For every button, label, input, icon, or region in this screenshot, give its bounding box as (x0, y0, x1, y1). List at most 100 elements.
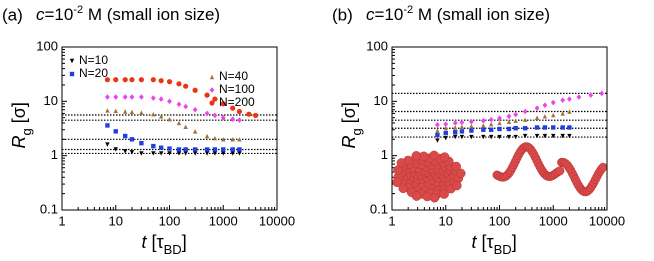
point (183, 124, 188, 129)
point (176, 147, 182, 152)
y-tick-label: 100 (36, 38, 58, 53)
point (497, 134, 502, 140)
point (459, 129, 465, 134)
y-tick-label: 1 (51, 147, 58, 162)
point (158, 78, 164, 84)
point (560, 111, 565, 116)
point (435, 132, 440, 138)
x-axis-label: t [τBD] (142, 232, 187, 257)
point (129, 150, 135, 155)
point (469, 128, 474, 133)
y-label-part: g (19, 128, 34, 135)
ion (452, 180, 462, 191)
ion (392, 177, 402, 187)
ion (555, 166, 565, 176)
point (212, 112, 218, 119)
y-tick-label: 100 (366, 38, 388, 53)
point (588, 92, 594, 98)
x-label-part: t (142, 232, 148, 252)
point (237, 117, 242, 123)
point (237, 147, 242, 152)
point (534, 133, 540, 139)
point (122, 94, 128, 100)
ion (429, 150, 439, 161)
legend-marker (69, 58, 75, 64)
point (167, 146, 172, 151)
point (105, 108, 110, 113)
point (192, 129, 198, 134)
point (204, 92, 210, 98)
point (560, 133, 565, 139)
point (204, 147, 210, 152)
point (469, 123, 474, 129)
point (158, 151, 164, 156)
point (122, 77, 128, 83)
point (212, 151, 218, 156)
point (176, 120, 182, 126)
point (542, 114, 548, 119)
point (158, 96, 164, 102)
point (443, 135, 448, 141)
point (176, 101, 182, 108)
point (230, 137, 235, 142)
point (113, 94, 119, 100)
point (576, 94, 582, 100)
point (192, 151, 198, 156)
ion (429, 192, 440, 203)
y-label-part: R (339, 136, 359, 149)
point (123, 149, 128, 154)
point (453, 134, 458, 140)
point (506, 119, 512, 125)
x-tick-label: 1 (388, 213, 395, 228)
point (481, 123, 486, 128)
point (192, 147, 198, 152)
point (129, 77, 135, 83)
point (105, 94, 110, 100)
point (129, 94, 135, 100)
point (506, 134, 512, 140)
chart-title: c=10-2 M (small ion size) (366, 4, 550, 25)
y-label-part: R (9, 136, 29, 149)
point (151, 143, 156, 149)
point (497, 120, 502, 126)
x-label-part: BD (494, 242, 512, 257)
point (443, 126, 448, 131)
point (443, 121, 449, 127)
point (497, 126, 502, 132)
point (522, 133, 528, 139)
point (151, 111, 156, 117)
point (151, 151, 156, 156)
ion (411, 191, 422, 201)
point (488, 121, 494, 127)
point (138, 94, 144, 100)
panel-label: (b) (332, 5, 353, 24)
point (113, 129, 118, 134)
point (221, 151, 226, 156)
y-label-part: [σ] (9, 102, 29, 128)
point (534, 105, 540, 111)
point (166, 79, 173, 85)
point (253, 112, 259, 119)
x-label-part: ] (512, 232, 517, 252)
point (139, 110, 144, 115)
point (204, 110, 210, 117)
point (192, 106, 198, 113)
legend-marker (209, 100, 215, 106)
ion-illustration (392, 142, 608, 203)
point (453, 130, 458, 135)
point (567, 125, 572, 130)
point (513, 111, 519, 118)
point (113, 147, 118, 152)
title-part: -2 (403, 4, 413, 16)
point (236, 108, 243, 115)
point (551, 125, 556, 130)
legend-marker (69, 71, 75, 77)
y-tick-label: 0.1 (40, 201, 58, 216)
point (212, 135, 218, 141)
point (550, 99, 556, 106)
x-tick-label: 10 (439, 213, 453, 228)
point (481, 127, 486, 132)
ion (398, 183, 408, 194)
legend-marker (209, 74, 215, 80)
